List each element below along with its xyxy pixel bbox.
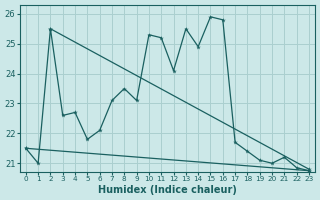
X-axis label: Humidex (Indice chaleur): Humidex (Indice chaleur) xyxy=(98,185,237,195)
